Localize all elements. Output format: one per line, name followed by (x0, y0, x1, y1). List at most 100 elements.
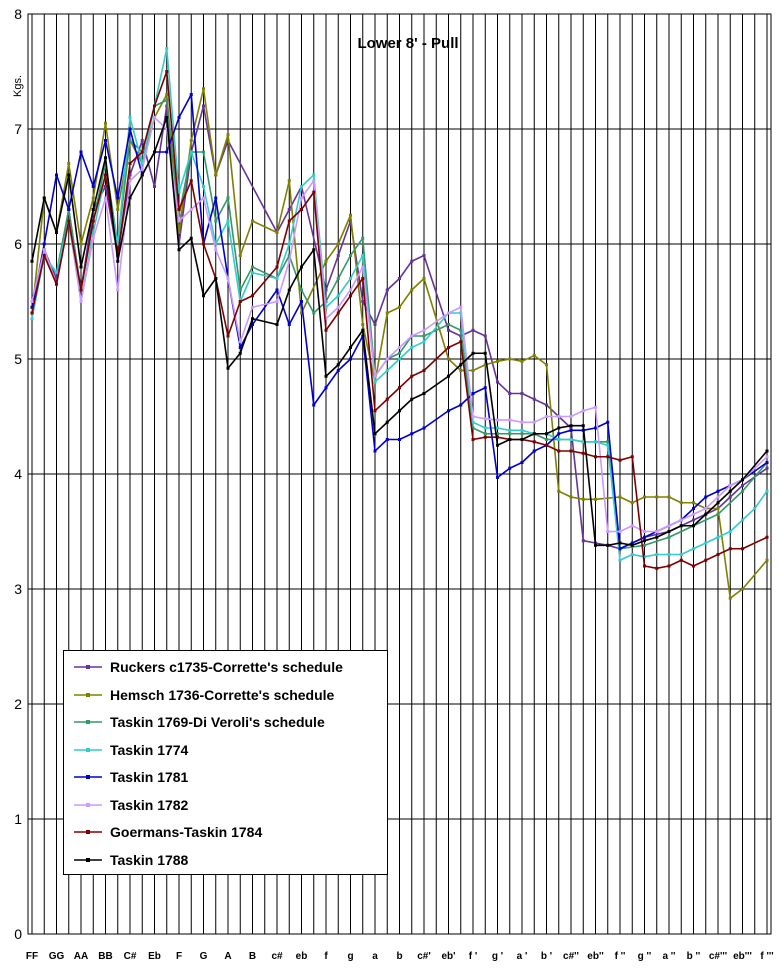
data-point (189, 93, 193, 96)
data-point (324, 328, 328, 332)
x-tick-label: g (347, 951, 353, 962)
data-point (716, 512, 720, 516)
data-point (214, 242, 218, 246)
data-point (324, 374, 328, 378)
data-point (679, 553, 683, 556)
data-point (471, 438, 475, 441)
data-point (728, 489, 732, 493)
data-point (557, 489, 561, 493)
data-point (741, 489, 744, 493)
data-point (214, 219, 218, 223)
data-point (459, 305, 463, 309)
data-point (336, 369, 340, 372)
data-point (496, 359, 499, 363)
data-point (140, 150, 144, 154)
data-point (324, 386, 328, 390)
data-point (165, 116, 169, 119)
data-point (532, 420, 536, 424)
data-point (716, 535, 720, 539)
data-point (275, 231, 279, 234)
data-point (545, 432, 548, 436)
legend-label: Hemsch 1736-Corrette's schedule (110, 686, 335, 703)
data-point (520, 359, 524, 363)
series-layer (30, 47, 769, 600)
data-point (741, 484, 744, 487)
data-point (557, 426, 561, 430)
data-point (765, 466, 769, 470)
data-point (385, 420, 389, 424)
data-point (226, 196, 230, 200)
data-point (349, 357, 352, 361)
data-point (594, 543, 597, 547)
data-point (667, 495, 671, 499)
data-point (287, 254, 291, 257)
data-point (459, 328, 463, 332)
legend-item: Ruckers c1735-Corrette's schedule (64, 657, 384, 677)
data-point (385, 288, 389, 292)
data-point (508, 392, 512, 395)
data-point (606, 543, 610, 547)
data-point (91, 219, 95, 223)
data-point (630, 541, 634, 545)
data-point (447, 328, 450, 332)
legend-swatch (74, 747, 102, 752)
data-point (728, 530, 732, 533)
data-point (275, 288, 279, 292)
y-tick-label: 6 (14, 236, 22, 252)
x-tick-label: b (396, 951, 402, 962)
data-point (545, 443, 548, 447)
data-point (30, 305, 34, 309)
data-point (79, 300, 83, 303)
data-point (728, 484, 732, 487)
data-point (336, 242, 340, 246)
data-point (422, 340, 426, 344)
data-point (581, 451, 585, 455)
legend-label: Taskin 1782 (110, 796, 189, 813)
x-tick-label: Eb (148, 951, 161, 962)
data-point (581, 440, 585, 444)
data-point (520, 428, 524, 432)
data-point (679, 558, 683, 562)
legend-swatch (74, 775, 102, 779)
legend-label: Taskin 1788 (110, 851, 189, 868)
data-point (226, 277, 230, 280)
data-point (765, 489, 769, 493)
series-8 (30, 116, 769, 547)
data-point (410, 346, 414, 349)
data-point (422, 426, 426, 430)
data-point (679, 501, 683, 505)
data-point (618, 558, 622, 562)
data-point (581, 497, 585, 501)
data-point (361, 300, 365, 303)
data-point (508, 418, 512, 422)
data-point (679, 518, 683, 522)
data-point (30, 300, 34, 303)
data-point (753, 507, 757, 510)
data-point (312, 248, 316, 252)
data-point (104, 173, 107, 177)
data-point (422, 334, 426, 338)
legend-item: Taskin 1788 (64, 850, 384, 870)
data-point (422, 392, 426, 395)
data-point (116, 208, 120, 211)
y-tick-label: 2 (14, 696, 22, 712)
data-point (324, 305, 328, 309)
data-point (765, 558, 769, 562)
data-point (569, 426, 573, 430)
data-point (655, 553, 659, 556)
data-point (55, 277, 58, 280)
data-point (704, 558, 708, 562)
data-point (447, 409, 450, 413)
data-point (704, 507, 708, 510)
data-point (655, 535, 659, 539)
data-point (226, 366, 230, 370)
data-point (226, 334, 230, 338)
legend-swatch (74, 857, 102, 862)
data-point (361, 323, 365, 326)
data-point (336, 254, 340, 257)
data-point (569, 449, 573, 453)
data-point (471, 351, 475, 355)
series-line (31, 70, 768, 570)
data-point (557, 432, 561, 436)
data-point (483, 363, 487, 367)
